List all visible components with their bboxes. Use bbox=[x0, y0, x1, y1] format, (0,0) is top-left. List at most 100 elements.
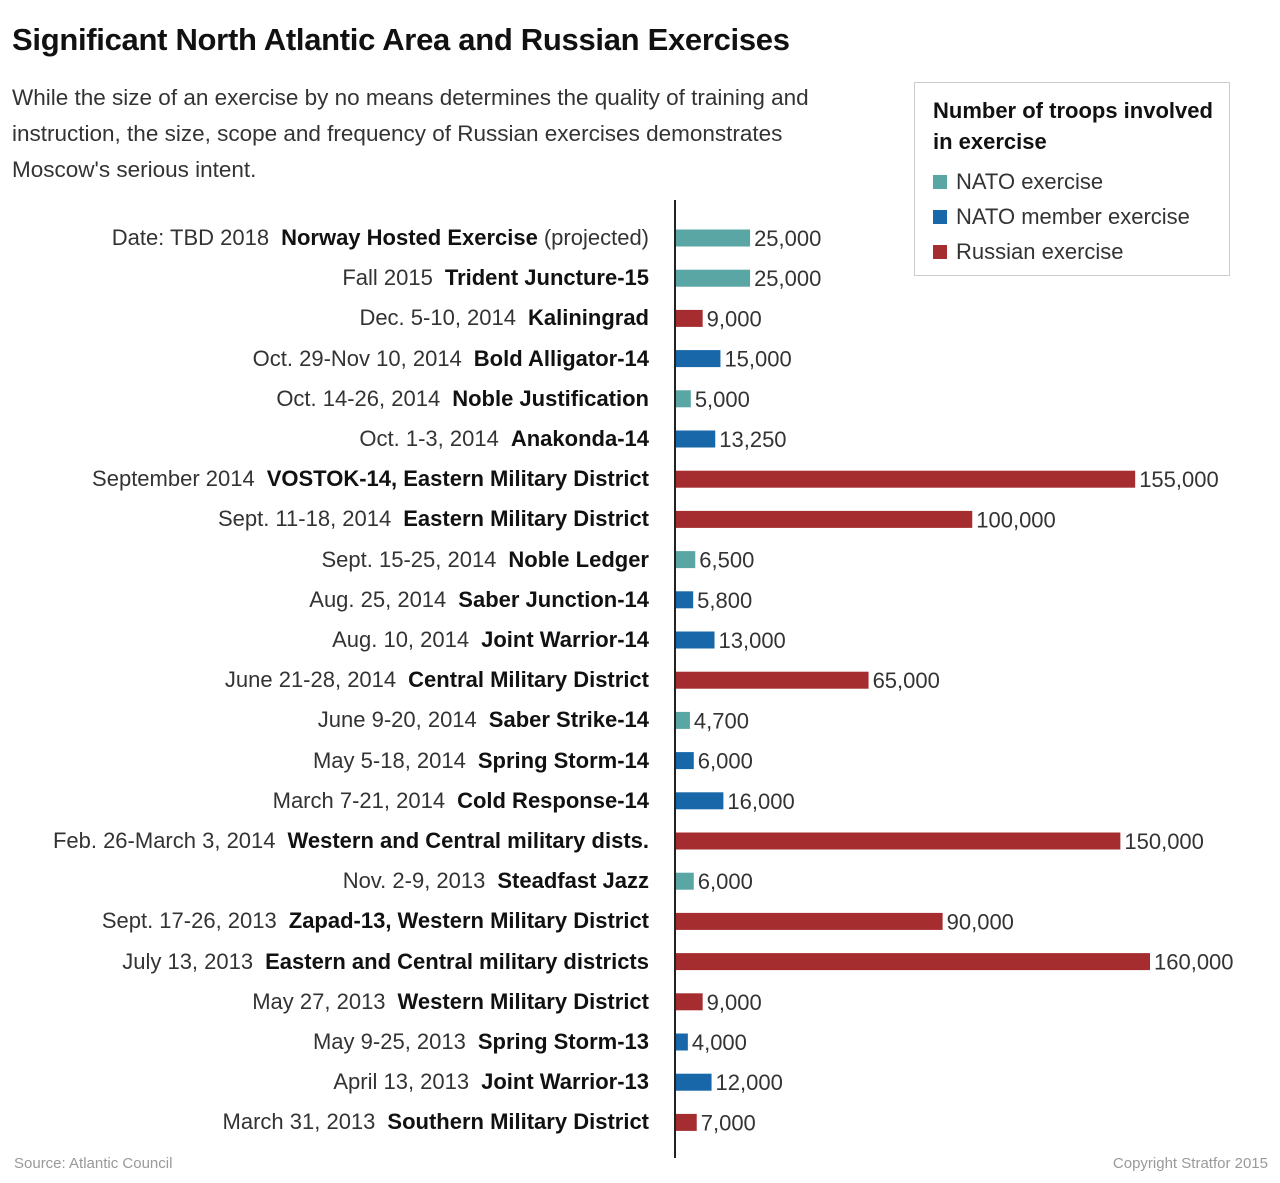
bar-value-label: 15,000 bbox=[724, 347, 791, 372]
bar-value-label: 12,000 bbox=[716, 1070, 783, 1095]
exercise-name: Anakonda-14 bbox=[510, 426, 649, 451]
exercise-name: Joint Warrior-14 bbox=[481, 627, 649, 652]
bar bbox=[676, 591, 694, 609]
bar-value-label: 6,000 bbox=[698, 749, 753, 774]
exercise-date: July 13, 2013 bbox=[122, 948, 254, 974]
bar bbox=[676, 631, 715, 649]
exercise-name: Southern Military District bbox=[387, 1109, 649, 1135]
exercise-date: Aug. 25, 2014 bbox=[309, 586, 447, 612]
bar-value-label: 5,000 bbox=[695, 387, 750, 412]
legend: Number of troops involved in exercise NA… bbox=[914, 82, 1230, 276]
exercise-name: Joint Warrior-13 bbox=[481, 1069, 649, 1095]
bar bbox=[676, 350, 721, 368]
bar bbox=[676, 752, 694, 770]
category-label: Oct. 1-3, 2014 Anakonda-14 bbox=[359, 419, 649, 459]
exercise-date: March 31, 2013 bbox=[222, 1109, 376, 1135]
bar-value-label: 25,000 bbox=[754, 226, 821, 251]
exercise-name: Cold Response-14 bbox=[457, 787, 649, 813]
legend-label-russian: Russian exercise bbox=[956, 239, 1124, 264]
bar-value-label: 13,000 bbox=[719, 628, 786, 653]
exercise-name: Saber Strike-14 bbox=[488, 707, 649, 733]
category-label: June 9-20, 2014 Saber Strike-14 bbox=[318, 700, 649, 740]
category-label: May 27, 2013 Western Military District bbox=[252, 982, 649, 1022]
category-label: July 13, 2013 Eastern and Central militar… bbox=[122, 942, 649, 982]
exercise-name: Norway Hosted Exercise bbox=[281, 225, 538, 250]
exercise-name: Noble Ledger bbox=[508, 546, 649, 572]
bar bbox=[676, 953, 1150, 971]
bar bbox=[676, 832, 1121, 850]
exercise-date: May 9-25, 2013 bbox=[312, 1029, 466, 1054]
legend-swatch-nato bbox=[933, 175, 947, 189]
exercise-name: Trident Juncture-15 bbox=[444, 265, 649, 291]
bar bbox=[676, 1073, 712, 1091]
legend-item-nato-member: NATO member exercise bbox=[933, 202, 1190, 232]
exercise-date: Dec. 5-10, 2014 bbox=[359, 305, 516, 331]
exercise-name: Eastern Military District bbox=[403, 506, 649, 532]
category-label: Sept. 11-18, 2014 Eastern Military Distri… bbox=[218, 499, 649, 539]
bar-value-label: 155,000 bbox=[1139, 467, 1219, 492]
exercise-date: Date: TBD 2018 bbox=[111, 225, 270, 250]
category-label: June 21-28, 2014 Central Military Distric… bbox=[225, 660, 649, 700]
exercise-date: Oct. 29-Nov 10, 2014 bbox=[252, 345, 462, 371]
category-label: Fall 2015 Trident Juncture-15 bbox=[342, 258, 649, 298]
exercise-name: Western and Central military dists. bbox=[287, 828, 649, 853]
category-label: Date: TBD 2018 Norway Hosted Exercise (pro… bbox=[112, 218, 649, 258]
bar bbox=[676, 309, 703, 327]
bar bbox=[676, 1033, 688, 1051]
bar-value-label: 9,000 bbox=[707, 990, 762, 1015]
exercise-name: Central Military District bbox=[408, 667, 649, 693]
source-note: Source: Atlantic Council bbox=[14, 1155, 173, 1172]
category-label: Sept. 15-25, 2014 Noble Ledger bbox=[322, 540, 650, 580]
bar bbox=[676, 1113, 697, 1131]
bar bbox=[676, 912, 943, 930]
bar-value-label: 13,250 bbox=[719, 427, 786, 452]
exercise-date: Sept. 17-26, 2013 bbox=[101, 908, 277, 934]
bar-value-label: 9,000 bbox=[707, 306, 762, 331]
exercise-date: Oct. 14-26, 2014 bbox=[276, 385, 441, 411]
bar bbox=[676, 269, 751, 287]
exercise-date: May 5-18, 2014 bbox=[312, 747, 466, 773]
category-label: March 7-21, 2014 Cold Response-14 bbox=[273, 781, 649, 821]
chart-subtitle: While the size of an exercise by no mean… bbox=[12, 85, 809, 182]
category-label: May 9-25, 2013 Spring Storm-13 bbox=[313, 1022, 649, 1062]
exercise-date: May 27, 2013 bbox=[252, 988, 386, 1014]
category-label: Oct. 14-26, 2014 Noble Justification bbox=[276, 379, 649, 419]
exercise-date: Oct. 1-3, 2014 bbox=[359, 426, 499, 451]
legend-item-russian: Russian exercise bbox=[933, 237, 1124, 267]
exercise-name: Western Military District bbox=[397, 988, 649, 1014]
bar bbox=[676, 551, 696, 569]
bar-value-label: 6,000 bbox=[698, 869, 753, 894]
exercise-name: Zapad-13, Western Military District bbox=[288, 908, 649, 934]
bar-value-label: 5,800 bbox=[697, 588, 752, 613]
exercise-name: Kaliningrad bbox=[527, 305, 649, 331]
bar-value-label: 16,000 bbox=[727, 789, 794, 814]
exercise-date: Aug. 10, 2014 bbox=[332, 627, 470, 652]
bar bbox=[676, 872, 694, 890]
bar-value-label: 25,000 bbox=[754, 266, 821, 291]
bar bbox=[676, 470, 1136, 488]
bar bbox=[676, 229, 751, 247]
category-label: Sept. 17-26, 2013 Zapad-13, Western Milit… bbox=[102, 901, 649, 941]
exercise-date: Feb. 26-March 3, 2014 bbox=[52, 828, 276, 853]
category-label: Oct. 29-Nov 10, 2014 Bold Alligator-14 bbox=[253, 339, 649, 379]
category-label: March 31, 2013 Southern Military District bbox=[223, 1102, 649, 1142]
bar-value-label: 100,000 bbox=[976, 507, 1056, 532]
exercise-name: Bold Alligator-14 bbox=[473, 345, 649, 371]
bar-value-label: 150,000 bbox=[1124, 829, 1204, 854]
exercise-name: Spring Storm-14 bbox=[477, 747, 649, 773]
exercise-name: Steadfast Jazz bbox=[497, 868, 649, 894]
copyright-note: Copyright Stratfor 2015 bbox=[1112, 1155, 1268, 1172]
exercise-date: Nov. 2-9, 2013 bbox=[342, 868, 486, 894]
bar bbox=[676, 711, 690, 729]
category-label: Dec. 5-10, 2014 Kaliningrad bbox=[359, 298, 649, 338]
exercise-note: (projected) bbox=[543, 225, 649, 250]
bar bbox=[676, 993, 703, 1011]
bar-value-label: 160,000 bbox=[1154, 950, 1234, 975]
legend-swatch-russian bbox=[933, 245, 947, 259]
bar bbox=[676, 510, 973, 528]
legend-label-nato: NATO exercise bbox=[956, 169, 1104, 194]
exercise-name: Spring Storm-13 bbox=[477, 1029, 649, 1054]
category-label: Nov. 2-9, 2013 Steadfast Jazz bbox=[343, 861, 649, 901]
exercise-date: Sept. 11-18, 2014 bbox=[217, 506, 392, 532]
exercise-date: September 2014 bbox=[92, 466, 255, 492]
